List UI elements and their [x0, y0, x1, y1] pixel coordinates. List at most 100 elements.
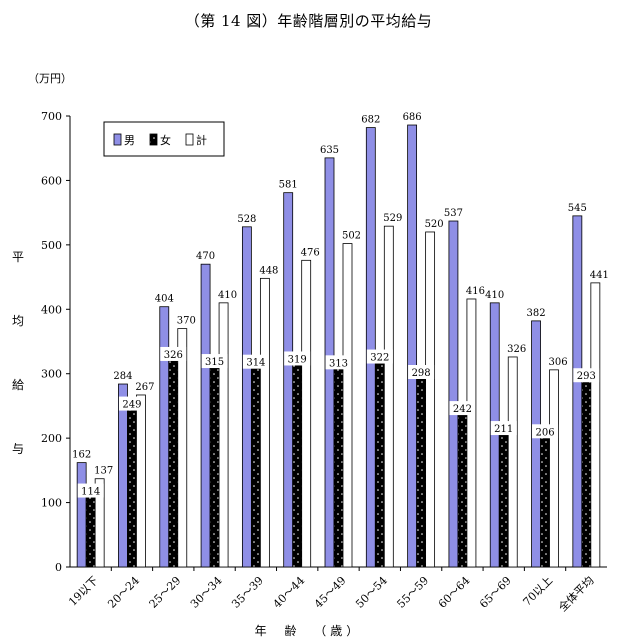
legend-label: 計	[196, 133, 207, 147]
x-tick-label: 20～24	[105, 574, 142, 611]
male-data-label: 410	[485, 290, 504, 301]
male-data-label: 404	[155, 294, 174, 305]
female-data-label-box	[118, 396, 145, 411]
male-bar	[283, 192, 294, 568]
female-data-label-box	[532, 424, 559, 439]
female-data-label: 293	[577, 371, 596, 382]
x-tick-label: 30～34	[188, 574, 225, 611]
y-tick-label: 500	[41, 239, 62, 252]
female-data-label: 313	[329, 358, 348, 369]
y-tick-label: 200	[41, 432, 62, 445]
female-data-label-box	[284, 351, 311, 366]
female-data-label: 211	[494, 424, 513, 435]
total-bar	[177, 328, 188, 568]
total-data-label: 306	[548, 357, 567, 368]
legend-label: 男	[124, 134, 135, 147]
total-data-label: 416	[466, 286, 485, 297]
female-data-label: 319	[288, 354, 307, 365]
female-data-label-box	[366, 349, 393, 364]
total-bar	[549, 369, 559, 568]
female-bar	[333, 364, 344, 568]
female-bar	[374, 359, 385, 568]
x-tick-label: 40～44	[271, 574, 308, 611]
female-bar	[127, 406, 137, 568]
total-data-label: 410	[218, 290, 237, 301]
total-data-label: 476	[301, 247, 320, 258]
y-tick-label: 0	[55, 561, 62, 574]
male-data-label: 635	[320, 145, 339, 156]
male-data-label: 162	[72, 450, 91, 461]
total-bar	[425, 231, 436, 568]
y-tick-label: 600	[41, 174, 62, 187]
total-data-label: 326	[507, 344, 526, 355]
total-bar	[342, 243, 353, 568]
male-bar	[407, 124, 418, 568]
female-bar	[209, 363, 220, 568]
total-data-label: 520	[425, 219, 444, 230]
y-tick-label: 700	[41, 110, 62, 123]
total-data-label: 370	[177, 316, 196, 327]
y-axis-unit: （万円）	[28, 72, 72, 85]
male-data-label: 537	[444, 208, 463, 219]
x-tick-label: 45～49	[312, 574, 349, 611]
x-tick-label: 70以上	[521, 574, 556, 609]
male-data-label: 470	[196, 251, 215, 262]
male-bar	[241, 226, 252, 568]
total-data-label: 267	[135, 382, 154, 393]
female-bar	[168, 356, 179, 568]
female-data-label-box	[201, 354, 228, 369]
male-bar	[531, 320, 541, 568]
male-data-label: 528	[237, 214, 256, 225]
x-tick-label: 19以下	[66, 574, 101, 609]
x-axis-label: 年 齢 （歳）	[254, 624, 363, 638]
female-data-label-box	[449, 401, 476, 416]
female-bar	[250, 364, 261, 568]
male-bar	[200, 263, 211, 568]
female-data-label-box	[77, 483, 104, 498]
female-data-label: 114	[81, 487, 100, 498]
female-bar	[581, 377, 592, 568]
x-tick-label: 25～29	[147, 574, 184, 611]
total-data-label: 441	[590, 270, 609, 281]
male-data-label: 382	[526, 308, 545, 319]
y-axis-label-char: 与	[12, 442, 25, 456]
legend-box	[103, 121, 225, 157]
male-bar	[159, 306, 170, 568]
female-data-label-box	[160, 346, 187, 361]
male-data-label: 682	[361, 115, 380, 126]
total-bar	[136, 394, 146, 568]
total-data-label: 529	[383, 213, 402, 224]
male-data-label: 686	[403, 112, 422, 123]
total-bar	[94, 478, 105, 568]
male-bar	[365, 127, 376, 568]
female-data-label-box	[325, 355, 352, 370]
legend-swatch	[113, 133, 122, 146]
total-bar	[218, 302, 229, 568]
x-tick-label: 55～59	[394, 574, 431, 611]
female-data-label-box	[242, 354, 269, 369]
female-data-label: 298	[412, 368, 431, 379]
total-data-label: 448	[259, 265, 278, 276]
male-bar	[76, 462, 87, 568]
female-data-label: 314	[246, 358, 265, 369]
y-tick-label: 100	[41, 497, 62, 510]
chart-title: （第 14 図）年齢階層別の平均給与	[184, 12, 433, 30]
legend-label: 女	[160, 133, 171, 147]
female-data-label: 326	[164, 350, 183, 361]
total-bar	[259, 277, 270, 568]
female-data-label: 249	[122, 400, 141, 411]
y-tick-label: 300	[41, 368, 62, 381]
female-bar	[85, 493, 96, 568]
female-data-label-box	[573, 368, 600, 383]
x-tick-label: 60～64	[436, 574, 473, 611]
male-data-label: 284	[113, 371, 132, 382]
total-bar	[590, 282, 601, 568]
male-data-label: 545	[568, 203, 587, 214]
female-data-label: 242	[453, 404, 472, 415]
y-tick-label: 400	[41, 303, 62, 316]
female-data-label: 206	[535, 427, 554, 438]
female-data-label: 322	[370, 353, 389, 364]
total-bar	[466, 298, 477, 568]
legend-swatch	[185, 133, 194, 146]
